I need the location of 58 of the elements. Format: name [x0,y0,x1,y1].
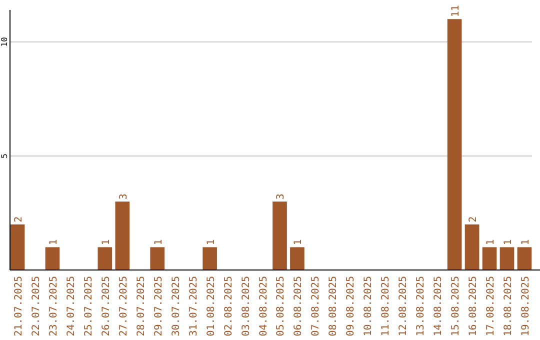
x-tick-label: 15.08.2025 [450,276,462,336]
bar [98,247,112,270]
x-tick-label: 11.08.2025 [380,276,392,336]
data-label: 1 [486,239,497,246]
x-tick-label: 12.08.2025 [398,276,410,336]
x-tick-label: 05.08.2025 [276,276,287,336]
bar [500,247,514,270]
bar [202,247,217,270]
x-tick-label: 13.08.2025 [416,276,427,336]
data-label: 1 [293,239,304,246]
y-tick-label: 5 [0,153,9,158]
x-tick-label: 08.08.2025 [328,276,340,336]
x-tick-label: 25.07.2025 [83,276,94,336]
x-tick-label: 16.08.2025 [468,276,480,336]
y-tick-label: 10 [0,36,9,47]
data-label: 3 [276,194,287,200]
x-tick-label: 10.08.2025 [363,276,374,336]
data-label: 2 [468,216,480,222]
bar [464,224,480,270]
x-tick-label: 18.08.2025 [503,276,514,336]
data-label: 1 [520,239,532,246]
x-tick-label: 01.08.2025 [206,276,217,336]
x-tick-label: 02.08.2025 [223,276,234,336]
bar [517,247,532,270]
x-tick-label: 30.07.2025 [170,276,182,336]
bar [45,247,60,270]
x-tick-label: 24.07.2025 [66,276,77,336]
x-tick-label: 17.08.2025 [486,276,497,336]
x-tick-label: 06.08.2025 [293,276,304,336]
x-tick-label: 31.07.2025 [188,276,200,336]
bar [10,224,25,270]
x-tick-label: 28.07.2025 [136,276,147,336]
bar [150,247,165,270]
data-label: 1 [48,239,60,246]
bar [272,202,287,270]
data-label: 1 [153,239,164,246]
bar [290,247,304,270]
data-label: 1 [100,239,112,246]
x-tick-label: 07.08.2025 [310,276,322,336]
data-label: 2 [14,216,25,222]
data-label: 11 [450,5,462,18]
x-tick-label: 26.07.2025 [100,276,112,336]
data-label: 3 [118,194,130,200]
x-tick-label: 29.07.2025 [153,276,164,336]
x-tick-label: 27.07.2025 [118,276,130,336]
x-tick-label: 21.07.2025 [14,276,25,336]
data-label: 1 [206,239,217,246]
x-tick-label: 23.07.2025 [48,276,60,336]
data-label: 1 [503,239,514,246]
x-tick-label: 19.08.2025 [520,276,532,336]
bar [115,202,130,270]
bar [447,19,462,270]
x-tick-label: 14.08.2025 [433,276,444,336]
x-tick-label: 09.08.2025 [346,276,357,336]
x-tick-label: 22.07.2025 [31,276,42,336]
bar [482,247,497,270]
x-tick-label: 04.08.2025 [258,276,270,336]
x-tick-label: 03.08.2025 [240,276,252,336]
